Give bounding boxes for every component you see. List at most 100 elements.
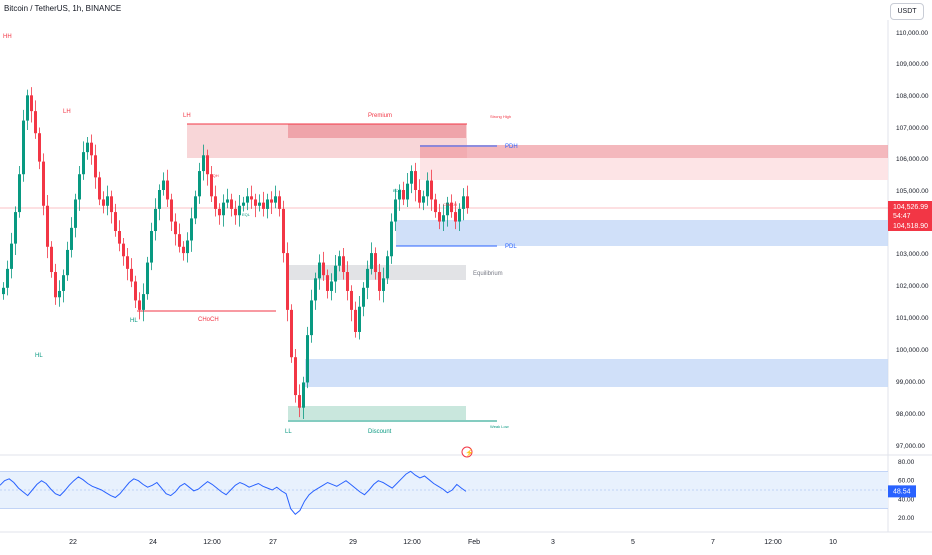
candle-body: [90, 142, 93, 156]
candle-body: [114, 212, 117, 232]
candle-body: [386, 256, 389, 279]
structure-label: Discount: [368, 429, 392, 435]
lower-demand-zone: [305, 359, 888, 387]
candle-body: [314, 278, 317, 301]
candle-body: [330, 281, 333, 291]
structure-label: Equilibrium: [473, 271, 503, 277]
demand-zone: [396, 220, 888, 246]
candle-body: [454, 212, 457, 222]
candle-body: [110, 196, 113, 213]
candle-body: [290, 309, 293, 358]
small-label: CHoCH: [443, 202, 457, 207]
candle-body: [238, 205, 241, 216]
swing-label: HL: [130, 318, 138, 324]
swing-label: LL: [285, 429, 292, 435]
candle-body: [118, 231, 121, 244]
time-tick-label: 12:00: [403, 539, 421, 546]
second-price-label: 104,518.90: [893, 223, 928, 230]
small-label: BOS: [393, 188, 402, 193]
candle-body: [254, 199, 257, 206]
alert-icon: [461, 446, 473, 458]
candle-body: [298, 395, 301, 408]
candle-body: [46, 205, 49, 247]
candle-body: [446, 202, 449, 216]
swing-label: HL: [35, 353, 43, 359]
candle-body: [58, 290, 61, 298]
candle-body: [170, 199, 173, 222]
candle-body: [278, 196, 281, 209]
candle-body: [270, 199, 273, 203]
last-price-label: 104,526.99: [893, 204, 928, 211]
candle-body: [14, 212, 17, 244]
candle-body: [326, 275, 329, 291]
candle-body: [442, 215, 445, 222]
candle-body: [226, 199, 229, 203]
candle-body: [102, 199, 105, 206]
price-tick-label: 106,000.00: [896, 156, 929, 163]
time-tick-label: 10: [829, 539, 837, 546]
time-tick-label: 7: [711, 539, 715, 546]
candle-body: [366, 268, 369, 288]
candle-body: [94, 155, 97, 178]
candle-body: [6, 268, 9, 288]
candle-body: [370, 253, 373, 269]
time-tick-label: 5: [631, 539, 635, 546]
candle-body: [34, 111, 37, 134]
candle-body: [338, 256, 341, 266]
price-tick-label: 108,000.00: [896, 93, 929, 100]
price-tick-label: 107,000.00: [896, 125, 929, 132]
price-tick-label: 100,000.00: [896, 347, 929, 354]
currency-button[interactable]: USDT: [890, 3, 924, 20]
candle-body: [286, 253, 289, 310]
candle-body: [430, 180, 433, 200]
symbol-title[interactable]: Bitcoin / TetherUS, 1h, BINANCE: [4, 4, 122, 13]
candle-body: [214, 196, 217, 209]
candle-body: [274, 196, 277, 203]
price-tick-label: 105,000.00: [896, 188, 929, 195]
rsi-current-label: 48.54: [893, 488, 911, 495]
candle-body: [242, 202, 245, 206]
rsi-level-label: 20.00: [898, 515, 915, 522]
price-tick-label: 102,000.00: [896, 283, 929, 290]
candle-body: [250, 196, 253, 200]
rsi-level-label: 60.00: [898, 478, 915, 485]
candle-body: [450, 202, 453, 213]
candle-body: [138, 300, 141, 310]
candle-body: [342, 256, 345, 273]
candle-body: [122, 243, 125, 257]
candle-body: [158, 189, 161, 209]
candle-body: [434, 199, 437, 213]
candle-body: [54, 272, 57, 298]
candle-body: [318, 262, 321, 279]
countdown-label: 54:47: [893, 213, 911, 220]
candle-body: [78, 174, 81, 200]
candle-body: [422, 196, 425, 203]
price-tick-label: 103,000.00: [896, 251, 929, 258]
candle-body: [406, 183, 409, 200]
supply-zone: [420, 145, 888, 158]
candle-body: [466, 196, 469, 209]
candle-body: [206, 155, 209, 175]
candle-body: [374, 253, 377, 273]
candle-body: [198, 171, 201, 197]
candle-body: [394, 199, 397, 222]
candle-body: [26, 95, 29, 121]
price-tick-label: 99,000.00: [896, 379, 925, 386]
price-tick-label: 101,000.00: [896, 315, 929, 322]
swing-label: LH: [183, 113, 191, 119]
candle-body: [438, 212, 441, 222]
candle-body: [230, 199, 233, 209]
discount-zone: [288, 406, 466, 420]
candle-body: [378, 272, 381, 291]
candle-body: [262, 202, 265, 209]
candle-body: [258, 202, 261, 206]
candle-body: [22, 120, 25, 175]
candle-body: [322, 262, 325, 276]
time-tick-label: Feb: [468, 539, 480, 546]
candle-body: [50, 246, 53, 273]
candle-body: [458, 208, 461, 222]
candle-body: [82, 152, 85, 175]
candle-body: [462, 196, 465, 209]
